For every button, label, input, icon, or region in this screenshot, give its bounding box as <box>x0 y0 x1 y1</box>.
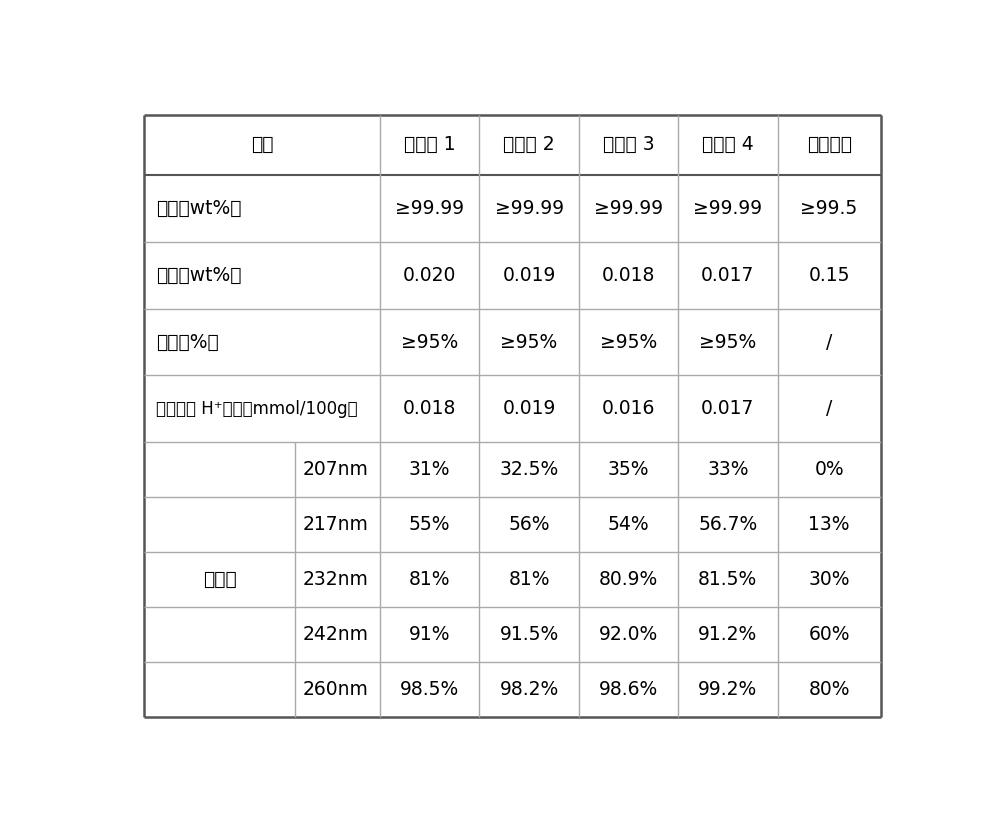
Text: 54%: 54% <box>608 515 649 534</box>
Text: 名称: 名称 <box>251 135 273 154</box>
Text: /: / <box>826 332 832 351</box>
Text: 91%: 91% <box>409 625 450 644</box>
Text: 91.5%: 91.5% <box>499 625 559 644</box>
Text: /: / <box>826 399 832 418</box>
Text: 260nm: 260nm <box>303 680 369 699</box>
Text: 60%: 60% <box>808 625 850 644</box>
Text: 30%: 30% <box>808 570 850 589</box>
Text: 0.019: 0.019 <box>502 399 556 418</box>
Text: 98.2%: 98.2% <box>499 680 559 699</box>
Text: 实施例 1: 实施例 1 <box>404 135 455 154</box>
Text: 32.5%: 32.5% <box>499 460 559 479</box>
Text: 91.2%: 91.2% <box>698 625 757 644</box>
Text: 242nm: 242nm <box>303 625 369 644</box>
Text: 80%: 80% <box>808 680 850 699</box>
Text: 0%: 0% <box>814 460 844 479</box>
Text: 232nm: 232nm <box>303 570 369 589</box>
Text: ≥99.99: ≥99.99 <box>395 198 464 218</box>
Text: 13%: 13% <box>808 515 850 534</box>
Text: 98.5%: 98.5% <box>400 680 459 699</box>
Text: 56%: 56% <box>508 515 550 534</box>
Text: ≥95%: ≥95% <box>600 332 657 351</box>
Text: 收率（%）: 收率（%） <box>156 332 219 351</box>
Text: 33%: 33% <box>707 460 749 479</box>
Text: 217nm: 217nm <box>303 515 369 534</box>
Text: 实施例 2: 实施例 2 <box>503 135 555 154</box>
Text: ≥95%: ≥95% <box>699 332 756 351</box>
Text: 31%: 31% <box>409 460 450 479</box>
Text: ≥99.99: ≥99.99 <box>594 198 663 218</box>
Text: 0.019: 0.019 <box>502 266 556 285</box>
Text: 透光度: 透光度 <box>203 570 237 589</box>
Text: 98.6%: 98.6% <box>599 680 658 699</box>
Text: 55%: 55% <box>409 515 450 534</box>
Text: 纯度（wt%）: 纯度（wt%） <box>156 198 242 218</box>
Text: 0.016: 0.016 <box>602 399 655 418</box>
Text: 0.15: 0.15 <box>808 266 850 285</box>
Text: 实施例 3: 实施例 3 <box>603 135 654 154</box>
Text: ≥95%: ≥95% <box>500 332 558 351</box>
Text: 0.018: 0.018 <box>403 399 456 418</box>
Text: 水分（wt%）: 水分（wt%） <box>156 266 242 285</box>
Text: 0.018: 0.018 <box>602 266 655 285</box>
Text: 81%: 81% <box>409 570 450 589</box>
Text: 0.017: 0.017 <box>701 266 755 285</box>
Text: ≥95%: ≥95% <box>401 332 458 351</box>
Text: 81%: 81% <box>508 570 550 589</box>
Text: 原料乙醇: 原料乙醇 <box>807 135 852 154</box>
Text: 80.9%: 80.9% <box>599 570 658 589</box>
Text: 207nm: 207nm <box>303 460 369 479</box>
Text: 0.017: 0.017 <box>701 399 755 418</box>
Text: ≥99.99: ≥99.99 <box>495 198 564 218</box>
Text: 99.2%: 99.2% <box>698 680 757 699</box>
Text: 酸度（以 H⁺计）（mmol/100g）: 酸度（以 H⁺计）（mmol/100g） <box>156 400 358 418</box>
Text: 实施例 4: 实施例 4 <box>702 135 754 154</box>
Text: 35%: 35% <box>608 460 649 479</box>
Text: 92.0%: 92.0% <box>599 625 658 644</box>
Text: ≥99.5: ≥99.5 <box>800 198 858 218</box>
Text: 81.5%: 81.5% <box>698 570 757 589</box>
Text: 56.7%: 56.7% <box>698 515 757 534</box>
Text: ≥99.99: ≥99.99 <box>693 198 762 218</box>
Text: 0.020: 0.020 <box>403 266 456 285</box>
